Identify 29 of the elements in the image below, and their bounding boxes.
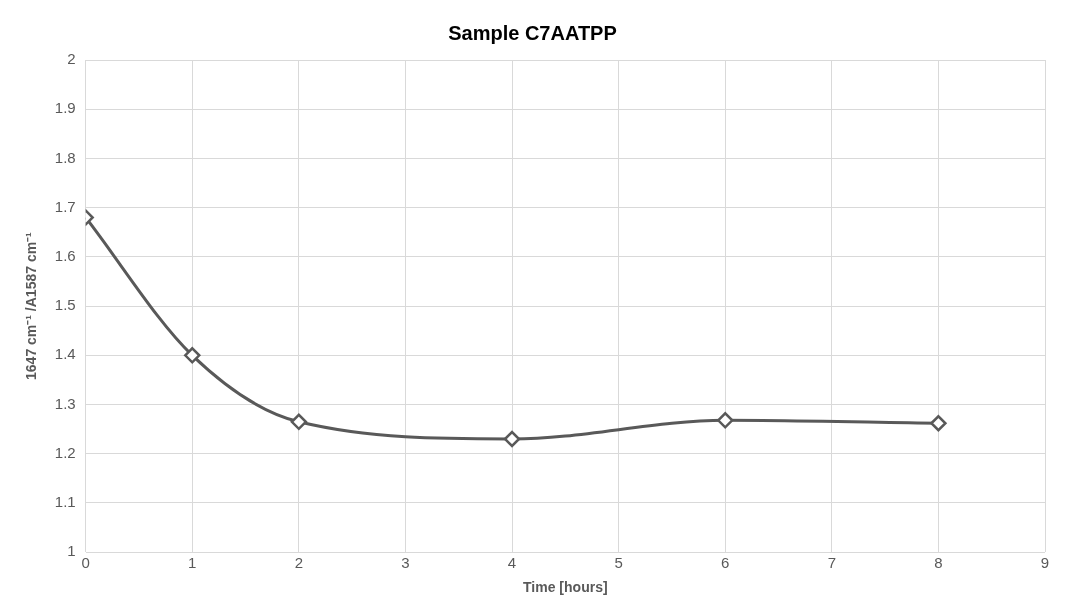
point — [930, 414, 947, 432]
y-tick-label: 1.3 — [54, 394, 76, 412]
x-tick-label: 2 — [294, 554, 304, 572]
x-tick-label: 7 — [827, 554, 836, 572]
x-tick-label: 9 — [1040, 554, 1050, 572]
y-tick-label: 1.4 — [54, 345, 76, 363]
y-tick-label: 1.6 — [54, 247, 76, 265]
point — [290, 413, 308, 431]
x-axis-title: Time [hours] — [523, 579, 608, 596]
y-tick-label: 2 — [67, 50, 76, 68]
y-tick-label: 1 — [67, 542, 76, 560]
y-tick-label: 1.1 — [54, 493, 76, 511]
x-tick-label: 8 — [934, 554, 943, 572]
y-tick-label: 1.2 — [54, 443, 76, 461]
x-tick-label: 1 — [188, 554, 197, 572]
chart-title: Sample C7AATPP — [448, 21, 617, 44]
y-tick-label: 1.5 — [54, 296, 76, 314]
x-tick-label: 6 — [721, 554, 730, 572]
point — [503, 430, 521, 448]
y-tick-label: 1.7 — [54, 197, 76, 215]
x-tick-label: 0 — [81, 554, 90, 572]
x-tick-label: 4 — [507, 554, 517, 572]
point — [716, 412, 734, 429]
y-axis-title: 1647 cm⁻¹ /A1587 cm⁻¹ — [23, 231, 40, 380]
x-tick-label: 5 — [614, 554, 623, 572]
y-tick-label: 1.9 — [54, 99, 76, 117]
x-tick-label: 3 — [401, 554, 410, 572]
point — [184, 347, 201, 364]
y-tick-label: 1.8 — [54, 148, 76, 166]
